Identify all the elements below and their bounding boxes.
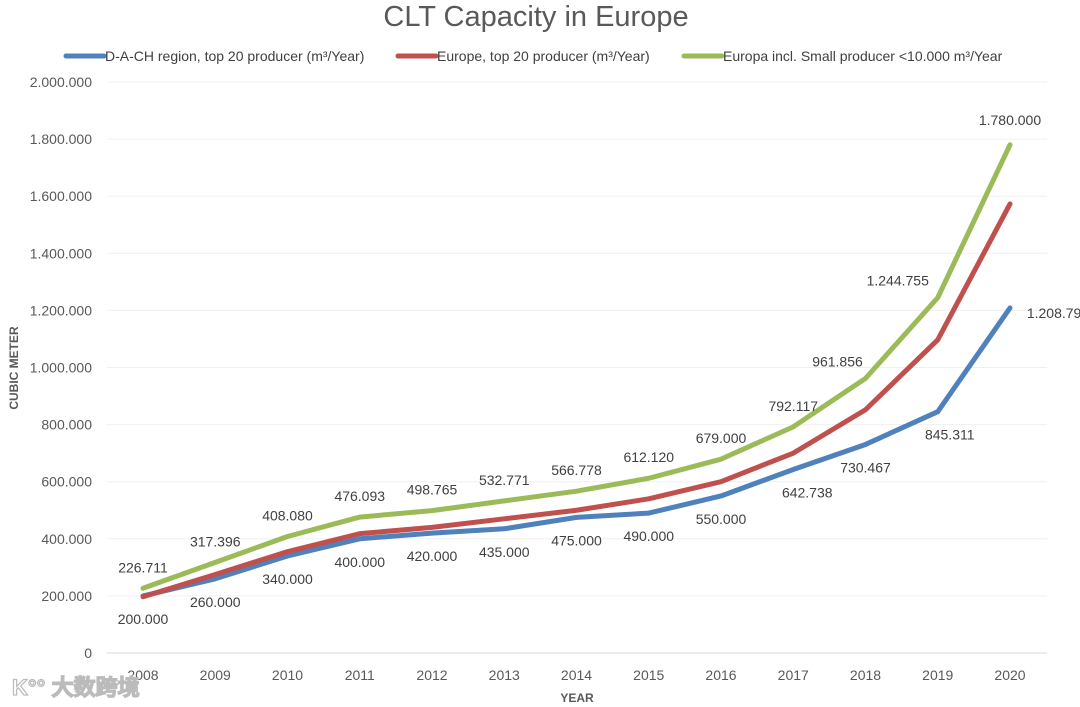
x-tick-label: 2015 (633, 667, 664, 683)
legend-label: Europe, top 20 producer (m³/Year) (437, 48, 650, 64)
x-tick-label: 2012 (416, 667, 447, 683)
data-label: 260.000 (190, 594, 241, 610)
y-axis-label: CUBIC METER (7, 326, 21, 410)
data-label: 490.000 (623, 528, 674, 544)
data-label: 961.856 (812, 353, 863, 369)
x-tick-label: 2013 (489, 667, 520, 683)
y-tick-label: 2.000.000 (30, 74, 92, 90)
data-label: 550.000 (696, 511, 747, 527)
data-label: 408.080 (262, 507, 313, 523)
y-tick-label: 800.000 (41, 417, 92, 433)
data-label: 792.117 (768, 398, 818, 414)
series-line-2 (140, 142, 1013, 591)
data-label: 566.778 (551, 462, 602, 478)
gridlines (107, 81, 1047, 654)
data-label: 475.000 (551, 532, 602, 548)
series-line-1 (140, 201, 1013, 600)
data-label: 642.738 (782, 484, 833, 500)
x-tick-label: 2017 (778, 667, 809, 683)
y-tick-label: 0 (84, 645, 92, 661)
data-label: 845.311 (925, 427, 975, 443)
data-label: 612.120 (623, 449, 674, 465)
x-tick-label: 2009 (200, 667, 231, 683)
x-tick-label: 2019 (922, 667, 953, 683)
chart-title: CLT Capacity in Europe (383, 1, 688, 33)
data-label: 340.000 (262, 571, 313, 587)
x-tick-label: 2011 (345, 667, 375, 683)
data-label: 226.711 (118, 559, 168, 575)
y-axis-ticks: 0 200.000 400.000 600.000 800.000 1.000.000 1.… (30, 74, 93, 661)
y-tick-label: 1.800.000 (30, 131, 92, 147)
x-tick-label: 2008 (127, 667, 158, 683)
x-axis-ticks: 2008 2009 2010 2011 2012 2013 2014 2015 2016 2017… (127, 667, 1025, 683)
data-label: 1.780.000 (979, 112, 1041, 128)
legend-label: Europa incl. Small producer <10.000 m³/Y… (723, 48, 1003, 64)
data-label: 476.093 (334, 488, 385, 504)
series-lines (140, 142, 1013, 600)
data-label: 435.000 (479, 544, 530, 560)
legend: D-A-CH region, top 20 producer (m³/Year)… (63, 48, 1003, 64)
y-tick-label: 1.200.000 (30, 302, 92, 318)
y-tick-label: 600.000 (41, 474, 92, 490)
y-tick-label: 1.000.000 (30, 360, 92, 376)
y-tick-label: 200.000 (41, 588, 92, 604)
data-label: 1.244.755 (867, 273, 929, 289)
x-tick-label: 2010 (272, 667, 303, 683)
y-tick-label: 400.000 (41, 531, 92, 547)
data-label: 679.000 (696, 430, 747, 446)
series-line-0 (140, 305, 1013, 599)
watermark-logo: K°° 大数跨境 (12, 675, 140, 700)
y-tick-label: 1.600.000 (30, 188, 92, 204)
legend-label: D-A-CH region, top 20 producer (m³/Year) (105, 48, 364, 64)
data-label: 420.000 (407, 548, 458, 564)
data-label: 200.000 (118, 611, 169, 627)
x-tick-label: 2014 (561, 667, 592, 683)
data-label: 730.467 (840, 459, 891, 475)
x-tick-label: 2020 (994, 667, 1025, 683)
y-tick-label: 1.400.000 (30, 245, 92, 261)
x-axis-label: YEAR (560, 691, 594, 705)
x-tick-label: 2016 (705, 667, 736, 683)
data-label: 400.000 (334, 554, 385, 570)
data-label: 317.396 (190, 533, 241, 549)
data-label: 532.771 (479, 472, 530, 488)
data-label: 498.765 (407, 482, 458, 498)
x-tick-label: 2018 (850, 667, 881, 683)
data-label: 1.208.794 (1027, 305, 1080, 321)
data-labels: 200.000 260.000 340.000 400.000 420.000 435.0… (118, 112, 1080, 627)
